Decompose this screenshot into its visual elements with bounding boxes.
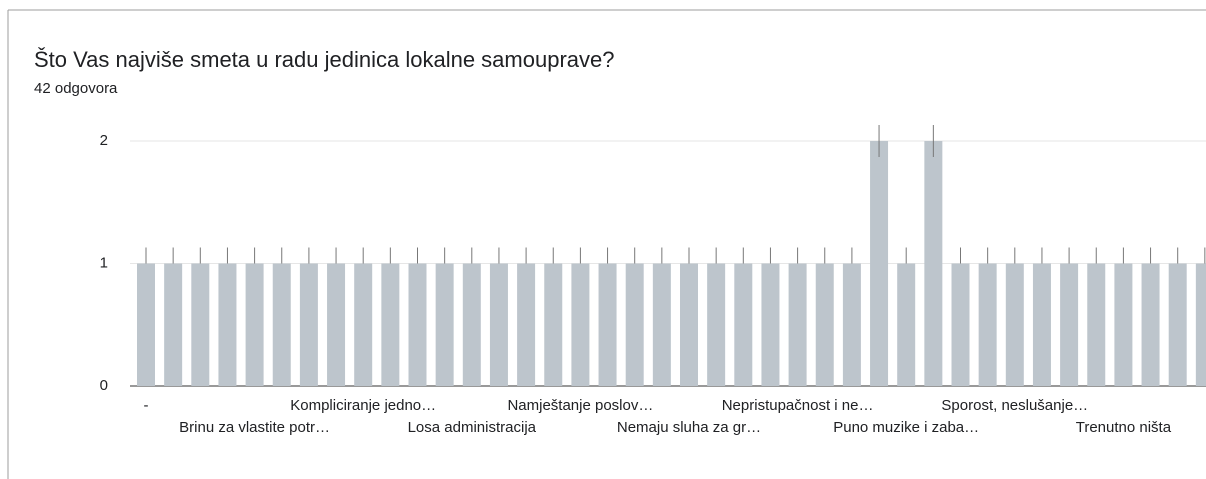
bar [978, 263, 997, 386]
bar [489, 263, 508, 386]
x-tick-label: Kompliciranje jedno… [290, 397, 436, 414]
bar [734, 263, 753, 386]
bar [327, 263, 346, 386]
bar [299, 263, 318, 386]
bar [788, 263, 807, 386]
bar [462, 263, 481, 386]
bar [1195, 263, 1206, 386]
bar [625, 263, 644, 386]
bar [680, 263, 698, 386]
bar [354, 263, 373, 386]
bar [1032, 263, 1051, 386]
y-tick-label: 2 [100, 132, 108, 149]
bar [191, 263, 210, 386]
bar [544, 263, 563, 386]
bar [951, 263, 970, 386]
bar [707, 263, 726, 386]
bar [517, 263, 536, 386]
x-tick-label: Brinu za vlastite potr… [179, 419, 330, 436]
bar [924, 141, 943, 386]
y-tick-label: 1 [100, 254, 108, 271]
bar [218, 263, 237, 386]
x-tick-label: Losa administracija [408, 419, 537, 436]
bar [761, 263, 780, 386]
x-tick-label: - [144, 397, 149, 414]
bar [1141, 263, 1160, 386]
chart-title: Što Vas najviše smeta u radu jedinica lo… [34, 47, 614, 72]
bar [1114, 263, 1133, 386]
bar [1087, 263, 1106, 386]
bar [842, 263, 861, 386]
bar [897, 263, 916, 386]
bar [272, 263, 291, 386]
bar [435, 263, 454, 386]
bar [815, 263, 834, 386]
bar [870, 141, 889, 386]
x-tick-label: Namještanje poslov… [507, 397, 653, 414]
bar [652, 263, 671, 386]
y-tick-label: 0 [100, 377, 108, 394]
x-tick-label: Nepristupačnost i ne… [722, 397, 874, 414]
chart-subtitle: 42 odgovora [34, 80, 118, 97]
x-tick-label: Sporost, neslušanje… [941, 397, 1088, 414]
bar [1168, 263, 1187, 386]
x-tick-label: Puno muzike i zaba… [833, 419, 979, 436]
x-tick-label: Trenutno ništa [1076, 419, 1172, 436]
bar [1060, 263, 1079, 386]
bar [571, 263, 590, 386]
bar [137, 263, 155, 386]
bar [381, 263, 400, 386]
bar [1005, 263, 1024, 386]
bar [598, 263, 617, 386]
bar [408, 263, 427, 386]
bar [245, 263, 264, 386]
x-tick-label: Nemaju sluha za gr… [617, 419, 761, 436]
bar [164, 263, 183, 386]
